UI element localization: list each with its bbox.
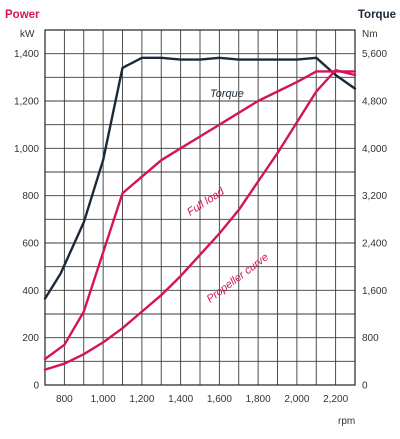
chart-grid (44, 29, 356, 386)
series-line-propeller-curve (43, 68, 357, 371)
torque-tick-label: 800 (362, 333, 379, 344)
chart-axes: 0 200 400 600 800 1,000 1,200 1,400 0 800 1,600 2,4… (14, 49, 387, 405)
series-label-propeller-curve: Propeller curve (205, 251, 271, 305)
rpm-tick-label: 1,200 (129, 394, 154, 405)
plot-frame (44, 29, 356, 386)
torque-tick-label: 4,000 (362, 144, 387, 155)
torque-axis-title: Torque (358, 9, 396, 21)
rpm-tick-label: 800 (56, 394, 73, 405)
rpm-tick-label: 1,600 (207, 394, 232, 405)
rpm-tick-label: 1,400 (168, 394, 193, 405)
torque-tick-label: 0 (362, 381, 368, 392)
series-line-torque (43, 56, 357, 300)
rpm-axis-unit: rpm (338, 416, 355, 427)
power-axis-title: Power (5, 9, 40, 21)
power-tick-label: 400 (22, 286, 39, 297)
torque-tick-label: 4,800 (362, 97, 387, 108)
torque-tick-label: 1,600 (362, 286, 387, 297)
chart-series (43, 56, 357, 371)
power-tick-label: 0 (33, 381, 39, 392)
power-tick-label: 1,200 (14, 97, 39, 108)
series-line-full-load (43, 70, 357, 361)
torque-tick-label: 3,200 (362, 191, 387, 202)
rpm-tick-label: 1,800 (246, 394, 271, 405)
series-label-full-load: Full load (185, 185, 227, 218)
power-tick-label: 600 (22, 239, 39, 250)
power-tick-label: 800 (22, 191, 39, 202)
torque-tick-label: 5,600 (362, 49, 387, 60)
rpm-tick-label: 2,000 (284, 394, 309, 405)
rpm-tick-label: 2,200 (323, 394, 348, 405)
power-tick-label: 1,400 (14, 49, 39, 60)
power-tick-label: 1,000 (14, 144, 39, 155)
torque-axis-unit: Nm (362, 29, 378, 40)
rpm-tick-label: 1,000 (91, 394, 116, 405)
torque-tick-label: 2,400 (362, 239, 387, 250)
power-tick-label: 200 (22, 333, 39, 344)
series-label-torque: Torque (210, 88, 244, 100)
power-axis-unit: kW (20, 29, 35, 40)
